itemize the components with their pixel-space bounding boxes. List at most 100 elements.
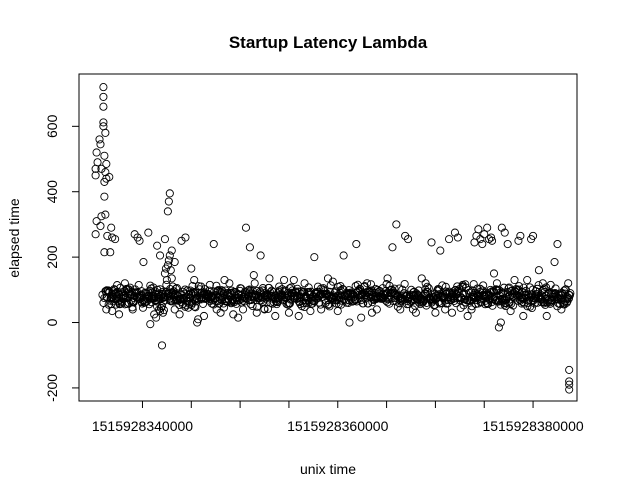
data-point bbox=[172, 284, 182, 293]
data-point bbox=[551, 284, 560, 293]
data-point bbox=[117, 299, 126, 308]
data-point bbox=[510, 275, 519, 285]
data-point bbox=[553, 239, 562, 249]
data-point bbox=[487, 233, 496, 242]
data-point bbox=[447, 308, 457, 317]
data-point bbox=[275, 282, 284, 291]
data-point bbox=[476, 235, 485, 244]
data-point bbox=[158, 297, 168, 306]
data-point bbox=[170, 305, 179, 314]
y-tick-label: 0 bbox=[44, 318, 60, 326]
data-point bbox=[175, 310, 184, 319]
data-point bbox=[489, 269, 499, 278]
data-point bbox=[453, 233, 462, 242]
data-point bbox=[225, 279, 234, 288]
data-point bbox=[429, 293, 438, 302]
chart-title: Startup Latency Lambda bbox=[229, 33, 428, 52]
data-point bbox=[424, 284, 433, 293]
data-point bbox=[463, 311, 472, 321]
data-point bbox=[163, 207, 172, 216]
data-point bbox=[285, 299, 294, 308]
data-point bbox=[102, 159, 111, 168]
data-point bbox=[523, 302, 532, 311]
data-point bbox=[91, 171, 100, 180]
data-point bbox=[166, 266, 175, 275]
data-point bbox=[236, 284, 245, 293]
x-tick-label: 1515928360000 bbox=[287, 418, 388, 434]
data-point bbox=[92, 148, 101, 157]
data-point bbox=[480, 230, 489, 239]
data-point bbox=[323, 301, 332, 310]
data-point bbox=[139, 257, 148, 267]
data-point bbox=[101, 128, 110, 137]
data-point bbox=[479, 281, 488, 290]
data-point bbox=[99, 83, 108, 92]
data-point bbox=[167, 274, 176, 283]
data-point bbox=[423, 282, 432, 291]
data-point bbox=[275, 286, 284, 295]
data-point bbox=[91, 164, 100, 173]
data-point bbox=[171, 284, 180, 293]
data-point bbox=[271, 311, 280, 321]
data-point bbox=[152, 313, 161, 322]
data-point bbox=[181, 285, 190, 294]
data-point bbox=[99, 92, 108, 101]
data-point bbox=[496, 300, 505, 309]
data-point bbox=[93, 158, 102, 167]
data-point bbox=[156, 303, 166, 312]
data-point bbox=[162, 275, 171, 285]
x-axis-label: unix time bbox=[300, 461, 356, 477]
data-point bbox=[453, 282, 462, 291]
data-point bbox=[388, 243, 397, 252]
y-tick-label: 600 bbox=[44, 114, 60, 138]
data-point bbox=[250, 279, 259, 288]
data-points bbox=[91, 83, 575, 394]
data-point bbox=[289, 275, 298, 285]
data-point bbox=[431, 308, 440, 317]
data-point bbox=[337, 300, 346, 309]
data-point bbox=[450, 228, 459, 237]
data-point bbox=[191, 303, 200, 312]
data-point bbox=[205, 280, 214, 289]
data-point bbox=[541, 300, 550, 309]
data-point bbox=[498, 288, 507, 297]
data-point bbox=[164, 256, 173, 265]
y-axis-label: elapsed time bbox=[6, 198, 22, 278]
data-point bbox=[467, 305, 476, 314]
data-point bbox=[92, 217, 101, 226]
data-point bbox=[165, 251, 174, 260]
data-point bbox=[100, 151, 109, 160]
data-point bbox=[280, 275, 289, 285]
data-point bbox=[527, 303, 536, 313]
data-point bbox=[500, 228, 509, 237]
data-point bbox=[483, 223, 492, 232]
data-point bbox=[190, 302, 199, 311]
data-point bbox=[249, 271, 258, 280]
data-point bbox=[198, 299, 208, 308]
data-point bbox=[164, 197, 173, 206]
data-point bbox=[265, 274, 274, 283]
data-point bbox=[392, 220, 401, 229]
data-point bbox=[487, 236, 497, 245]
data-point bbox=[351, 281, 360, 291]
data-point bbox=[523, 275, 532, 285]
data-point bbox=[209, 239, 218, 249]
data-point bbox=[256, 251, 265, 260]
data-point bbox=[417, 274, 426, 283]
data-point bbox=[300, 279, 309, 288]
data-point bbox=[263, 304, 273, 313]
data-point bbox=[99, 118, 108, 127]
data-point bbox=[159, 306, 168, 315]
data-point bbox=[515, 295, 524, 304]
data-point bbox=[534, 281, 543, 290]
data-point bbox=[107, 223, 116, 232]
data-point bbox=[313, 282, 323, 291]
data-point bbox=[400, 279, 409, 289]
data-point bbox=[99, 102, 108, 111]
data-point bbox=[562, 298, 571, 307]
y-tick-label: 200 bbox=[44, 245, 60, 269]
data-point bbox=[372, 305, 381, 314]
data-point bbox=[357, 313, 366, 322]
data-point bbox=[310, 253, 319, 262]
y-axis: -200 0 200 400 600 bbox=[44, 114, 80, 402]
